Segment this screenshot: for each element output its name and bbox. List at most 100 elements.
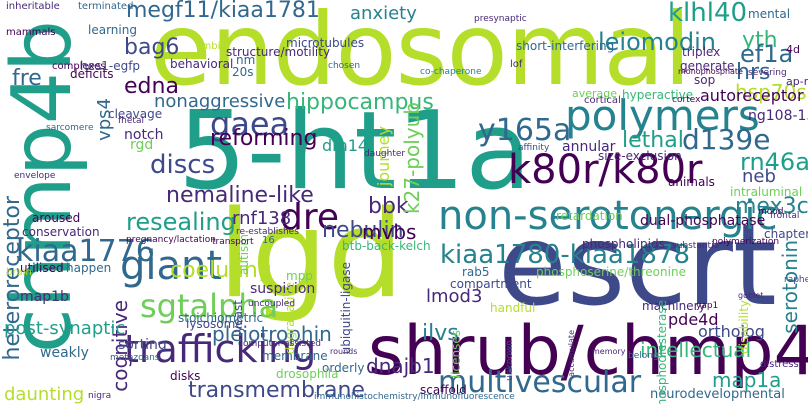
- word-yth: yth: [742, 28, 778, 53]
- word-deficits: deficits: [70, 67, 114, 81]
- word-lof: lof: [510, 59, 523, 70]
- word-autoreceptor: autoreceptor: [700, 86, 804, 105]
- word-behavioral: behavioral: [170, 57, 234, 71]
- word-mammals: mammals: [6, 27, 56, 38]
- word-lmod3: lmod3: [426, 286, 483, 307]
- word-d139e: d139e: [682, 123, 771, 156]
- word-bag6: bag6: [124, 35, 180, 60]
- word-nigra: nigra: [88, 391, 112, 401]
- word-aroused: aroused: [32, 211, 81, 225]
- word-megf11: megf11/kiaa1781: [126, 0, 320, 23]
- word-disability: disability: [737, 300, 751, 354]
- word-hrs: hrs: [736, 60, 771, 85]
- word-utilised: utilised: [20, 261, 64, 275]
- word-severing: severing: [748, 68, 787, 78]
- word-reforming: reforming: [210, 126, 318, 151]
- word-endosomal: endosomal: [150, 0, 691, 108]
- word-ilvs: ilvs: [422, 321, 459, 346]
- word-non-serotonergic: non-serotonergic: [438, 193, 778, 239]
- word-kiaa1776: kiaa1776: [16, 234, 155, 269]
- word-pde4d: pde4d: [668, 310, 719, 329]
- word-orderly: orderly: [322, 361, 365, 375]
- word-ortholog: ortholog: [698, 322, 765, 341]
- word-hippocampus: hippocampus: [286, 90, 434, 115]
- word-yeast: yeast: [231, 300, 245, 333]
- word-chapter: chapter: [764, 227, 808, 241]
- word-weakly: weakly: [40, 345, 89, 361]
- word-escrt: escrt: [498, 201, 777, 331]
- word-intraluminal: intraluminal: [730, 185, 803, 199]
- word-annular: annular: [562, 139, 616, 155]
- word-sarcomere: sarcomere: [46, 123, 94, 133]
- word-transmembrane: transmembrane: [188, 378, 365, 403]
- word-neb: neb: [742, 166, 776, 187]
- word-re-establishes: re-establishes: [236, 227, 299, 237]
- word-bbk: bbk: [368, 194, 409, 219]
- word-sgtalpha: sgtalpha: [140, 287, 279, 325]
- word-cortical: cortical: [584, 95, 621, 106]
- word-polymerization: polymerization: [712, 237, 780, 247]
- word-rgd: rgd: [130, 137, 154, 153]
- word-fre: fre: [12, 66, 42, 91]
- word-lysosome: lysosome: [186, 317, 243, 331]
- word-daunting: daunting: [4, 384, 85, 404]
- word-memory: memory: [592, 347, 626, 356]
- word-nebulin: nebulin: [322, 218, 404, 243]
- word-16: 16: [262, 235, 275, 246]
- word-klhl40: klhl40: [668, 0, 748, 28]
- word-nm: nm: [236, 53, 256, 67]
- word-conservation: conservation: [22, 225, 100, 239]
- word-cortex: cortex: [672, 95, 701, 105]
- word-multivescular: multivescular: [438, 365, 642, 400]
- word-immunohistochemistry: immunohistochemistry/immunofluorescence: [314, 392, 515, 402]
- word-microtubules: microtubules: [286, 36, 365, 50]
- word-mex3c: mex3c: [735, 194, 808, 219]
- word-map1b: map1b: [20, 289, 69, 305]
- word-co-chaperone: co-chaperone: [420, 67, 482, 77]
- word-fhetal: fhetal: [118, 116, 144, 126]
- word-sop: sop: [694, 73, 716, 87]
- word-scaffold: scaffold: [420, 383, 467, 397]
- word-daughter: daughter: [364, 149, 406, 159]
- word-suspicion: suspicion: [250, 281, 316, 297]
- word-hsp70s: hsp70s: [735, 80, 807, 104]
- word-sorting: sorting: [118, 337, 167, 353]
- word-leiomodin: leiomodin: [598, 28, 716, 56]
- word-inheritable: inheritable: [6, 1, 60, 12]
- word-monophosphate: monophosphate: [678, 67, 743, 76]
- word-phosphoserine: phosphoserine/threonine: [536, 265, 686, 279]
- word-animals: animals: [668, 175, 715, 189]
- word-neurodevelopmental: neurodevelopmental: [650, 387, 785, 402]
- word-envelope: envelope: [14, 171, 56, 181]
- word-anxiety: anxiety: [350, 3, 417, 24]
- word-mpp: mpp: [286, 269, 313, 283]
- word-5-ht1a: 5-ht1a: [178, 89, 532, 214]
- word-rnf138: rnf138: [232, 208, 292, 229]
- word-nemaline-like: nemaline-like: [166, 183, 314, 208]
- word-brain: brain: [6, 267, 32, 278]
- word-notch: notch: [124, 127, 164, 143]
- word-goblet: goblet: [738, 291, 764, 300]
- word-size-exclusion: size-exclusion: [598, 149, 682, 163]
- word-k80r: k80r/k80r: [508, 147, 703, 193]
- word-uncoupled: uncoupled: [248, 299, 296, 309]
- word-short-interfering: short-interfering: [516, 39, 615, 53]
- word-btb-back-kelch: btb-back-kelch: [342, 239, 431, 253]
- word-presynaptic: presynaptic: [474, 14, 527, 24]
- word-hes1-egfp: hes1-egfp: [80, 59, 141, 73]
- word-computer-assisted: computer-assisted: [238, 339, 321, 349]
- word-gaea: gaea: [210, 105, 290, 143]
- word-dnajb1: dnajb1: [366, 354, 435, 378]
- word-giant: giant: [120, 243, 223, 289]
- word-ap-ms: ap-ms: [786, 75, 808, 88]
- word-structure-motility: structure/motility: [226, 45, 331, 59]
- word-serotonin: serotonin: [778, 240, 802, 334]
- word-lethal: lethal: [622, 128, 684, 153]
- word-compartment: compartment: [450, 277, 532, 291]
- word-ubiquitin-ligase: ubiquitin-ligase: [339, 262, 353, 355]
- word-membrane: membrane: [262, 349, 328, 363]
- word-limbic: limbic: [196, 41, 226, 52]
- word-edna: edna: [124, 74, 179, 99]
- word-kiaa1780: kiaa1780-kiaa1878: [440, 240, 691, 270]
